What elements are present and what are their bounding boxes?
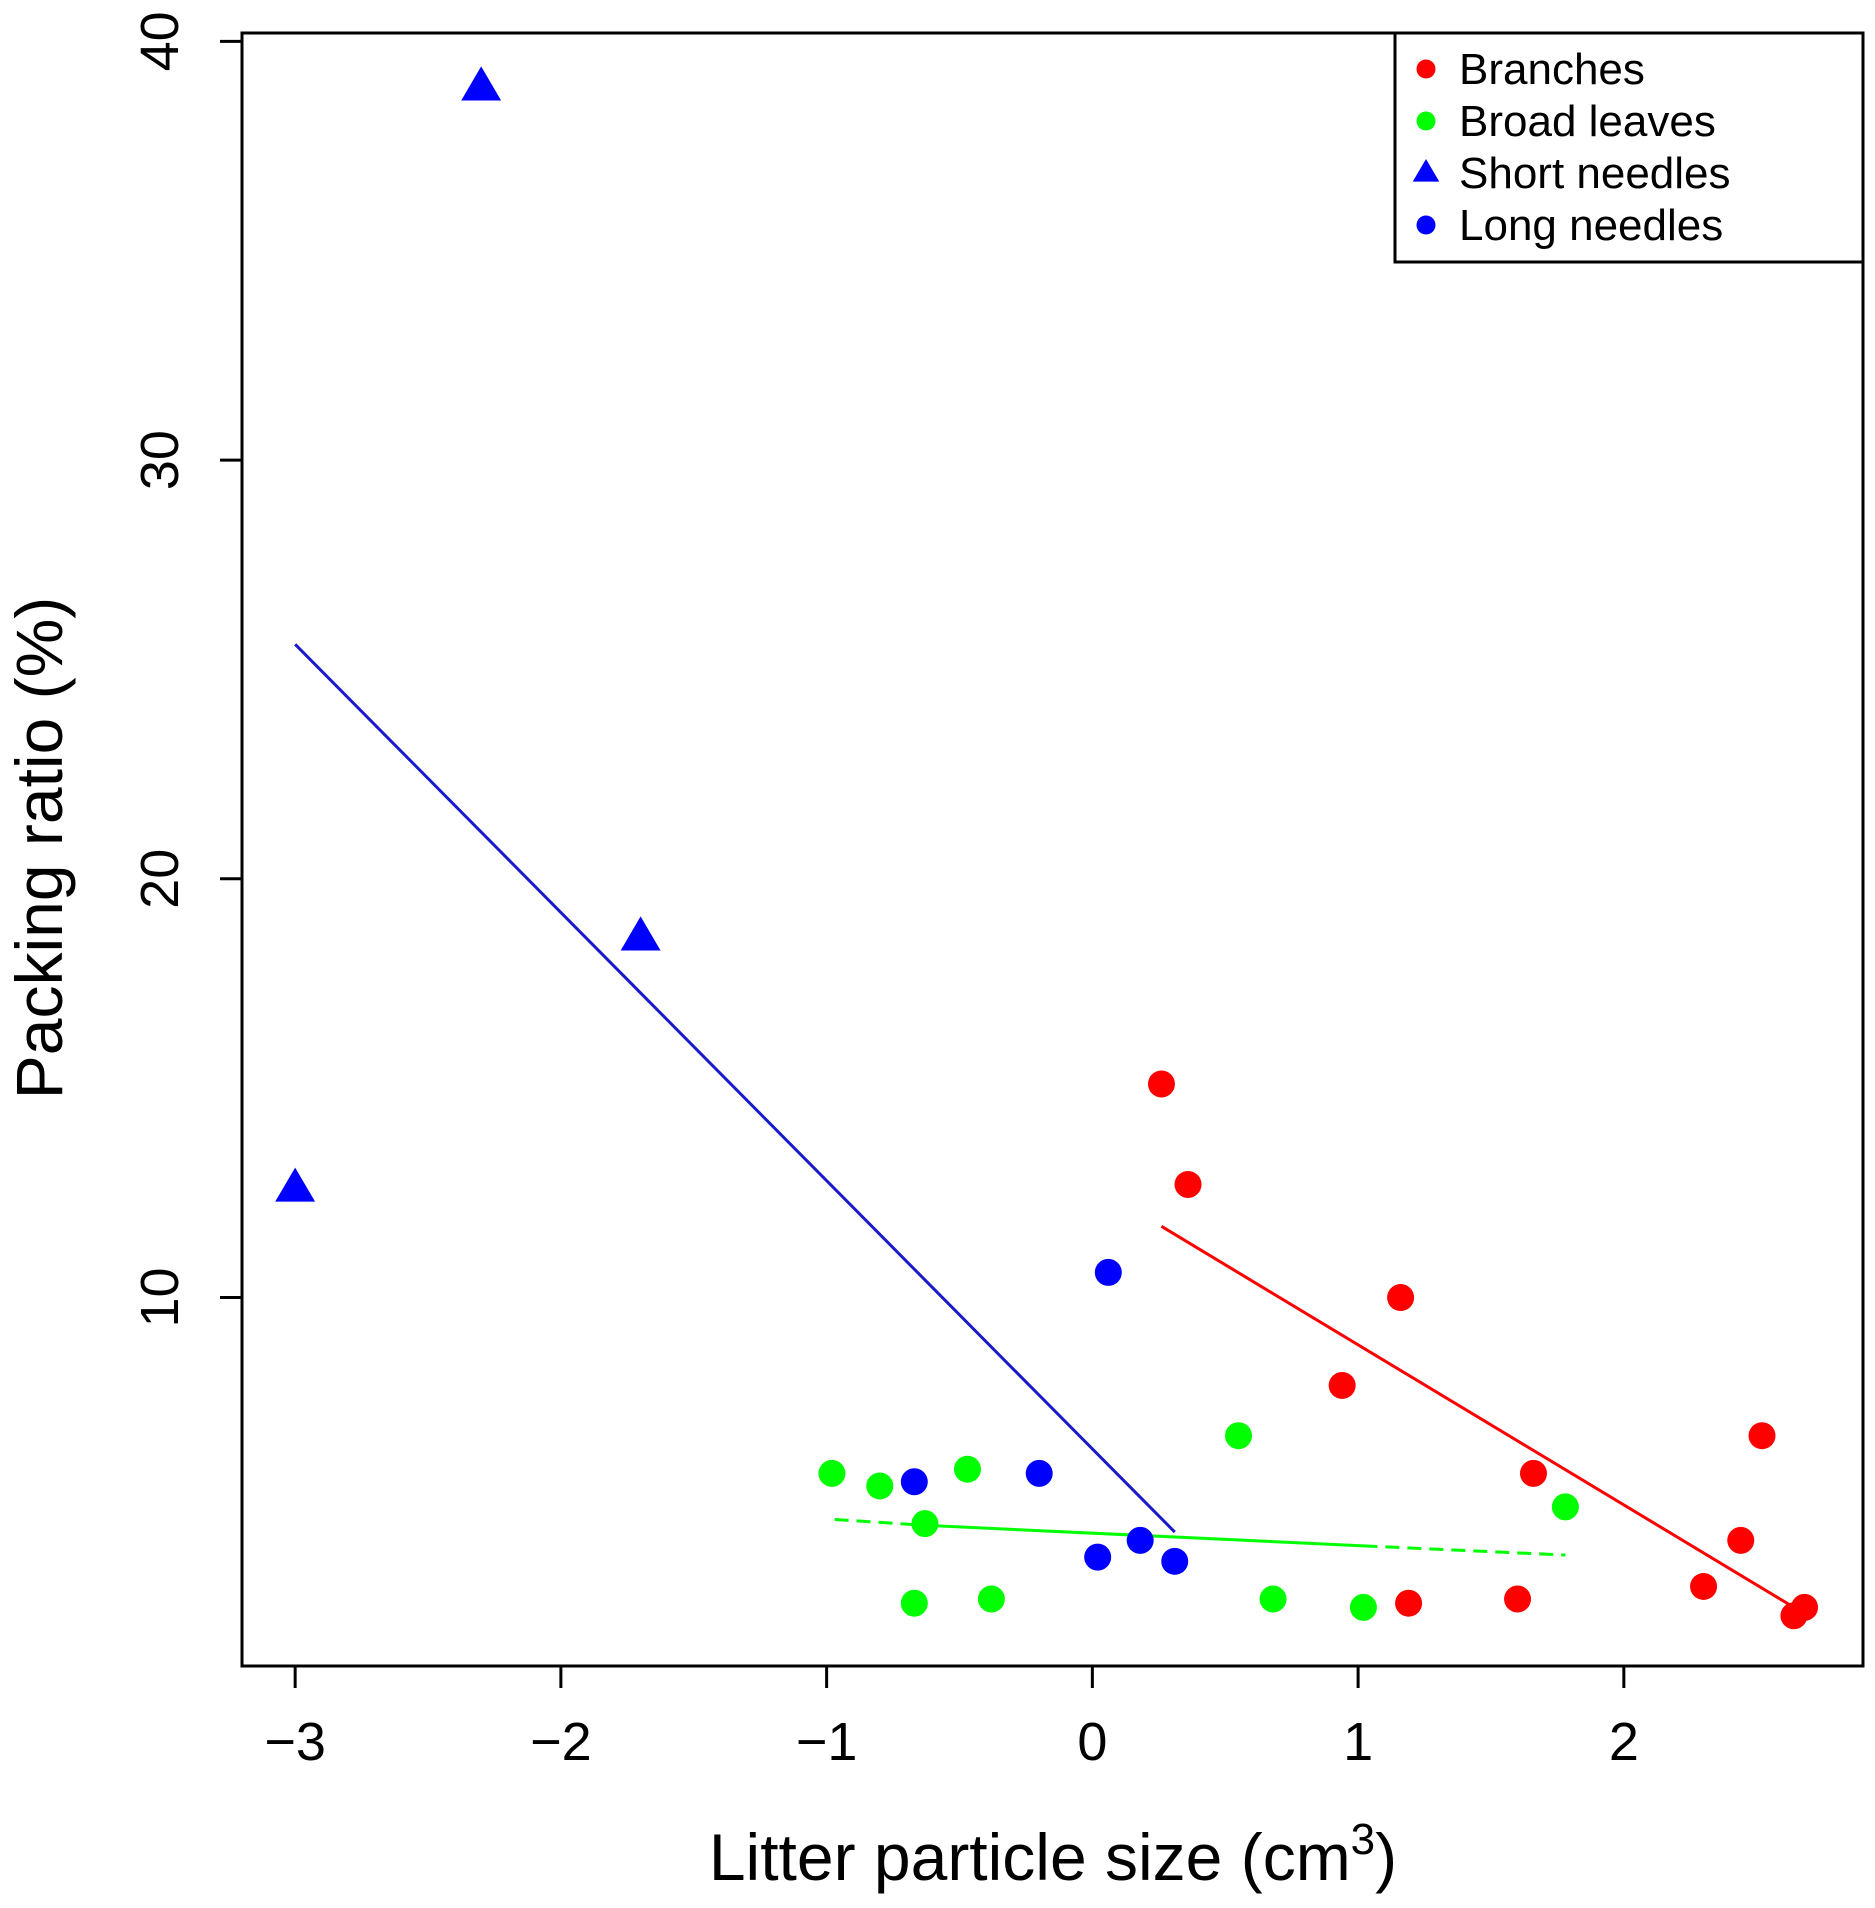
legend-label-short-needles: Short needles [1459,149,1731,198]
point-long-needles [1025,1459,1053,1487]
x-tick-label: 1 [1343,1712,1373,1772]
x-axis: −3 −2 −1 0 1 2 [264,1664,1639,1772]
point-branches [1147,1070,1175,1098]
point-broad-leaves [1225,1422,1253,1450]
legend-marker-branches [1416,59,1436,79]
x-tick-label: −2 [530,1712,592,1772]
data-points [275,66,1819,1630]
y-tick-label: 40 [130,11,190,71]
fit-line [834,1517,926,1527]
point-long-needles [1161,1547,1189,1575]
point-long-needles [1084,1543,1112,1571]
point-broad-leaves [866,1472,894,1500]
y-tick-label: 30 [130,430,190,490]
y-axis-title: Packing ratio (%) [2,597,76,1100]
point-branches [1748,1422,1776,1450]
point-broad-leaves [1349,1593,1377,1621]
x-tick-label: −3 [264,1712,326,1772]
legend-marker-short-needles [1412,159,1440,182]
x-tick-label: 2 [1609,1712,1639,1772]
y-tick-label: 10 [130,1267,190,1327]
point-branches [1395,1589,1423,1617]
point-short-needles [275,1167,316,1202]
point-short-needles [461,66,502,101]
x-axis-title-close: ) [1375,1820,1397,1894]
point-branches [1387,1284,1415,1312]
point-broad-leaves [911,1510,939,1538]
legend-marker-long-needles [1416,215,1436,235]
point-branches [1519,1459,1547,1487]
point-branches [1504,1585,1532,1613]
fit-line [294,643,1176,1534]
point-branches [1328,1371,1356,1399]
x-axis-title-main: Litter particle size (cm [709,1820,1351,1894]
point-branches [1690,1572,1718,1600]
legend-label-branches: Branches [1459,45,1645,94]
x-axis-title-superscript: 3 [1351,1815,1375,1864]
point-broad-leaves [900,1589,928,1617]
point-broad-leaves [953,1455,981,1483]
fit-line [1363,1544,1566,1557]
point-short-needles [620,916,661,951]
y-tick-label: 20 [130,849,190,909]
point-long-needles [1094,1258,1122,1286]
point-branches [1727,1526,1755,1554]
fit-line [1160,1225,1795,1609]
legend-label-long-needles: Long needles [1459,201,1723,250]
legend-marker-broad-leaves [1416,111,1436,131]
point-broad-leaves [1259,1585,1287,1613]
x-tick-label: −1 [796,1712,858,1772]
point-long-needles [1126,1526,1154,1554]
legend-label-broad-leaves: Broad leaves [1459,97,1716,146]
point-broad-leaves [977,1585,1005,1613]
point-broad-leaves [1551,1493,1579,1521]
legend-box [1393,31,1865,264]
y-axis: 10 20 30 40 [130,11,244,1328]
x-tick-label: 0 [1077,1712,1107,1772]
x-axis-title: Litter particle size (cm3) [709,1815,1397,1894]
point-long-needles [900,1468,928,1496]
point-branches [1791,1593,1819,1621]
point-branches [1174,1170,1202,1198]
point-broad-leaves [818,1459,846,1487]
